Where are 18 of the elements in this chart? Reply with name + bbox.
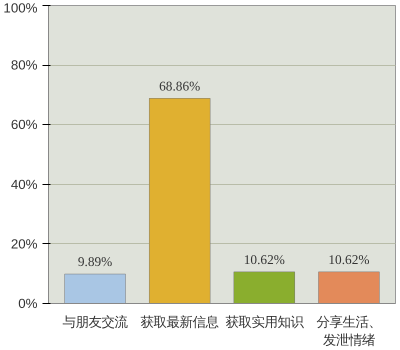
data-label: 68.86% bbox=[159, 78, 200, 94]
data-label: 10.62% bbox=[244, 252, 285, 267]
x-tick-label: 与朋友交流 bbox=[62, 314, 128, 330]
y-tick-label: 100% bbox=[3, 0, 38, 16]
y-tick-label: 60% bbox=[10, 117, 38, 132]
x-tick-label: 获取最新信息 bbox=[140, 314, 219, 330]
bar bbox=[148, 98, 210, 304]
x-tick-label: 获取实用知识 bbox=[225, 314, 304, 330]
y-tick-label: 20% bbox=[10, 236, 38, 252]
x-tick-label: 分享生活、发泄情绪 bbox=[316, 314, 382, 348]
bar bbox=[318, 272, 380, 304]
y-tick-label: 40% bbox=[10, 176, 38, 192]
y-tick-label: 0% bbox=[18, 296, 38, 311]
data-label: 10.62% bbox=[328, 252, 370, 267]
y-tick-label: 80% bbox=[10, 58, 38, 73]
bar bbox=[64, 274, 126, 304]
bar bbox=[234, 272, 296, 304]
data-label: 9.89% bbox=[78, 254, 112, 270]
